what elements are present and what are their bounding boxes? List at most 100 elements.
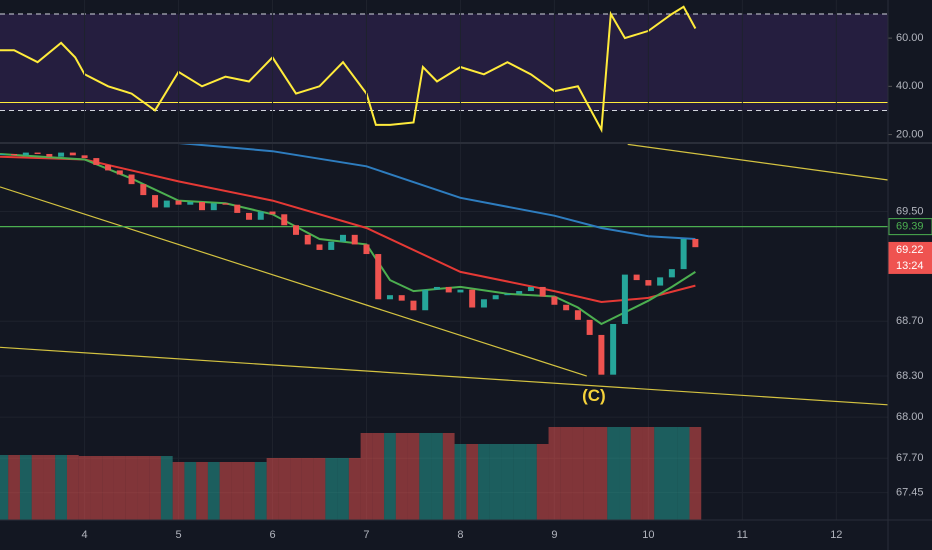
x-tick-label: 10 — [642, 529, 654, 541]
volume-bar — [8, 455, 20, 520]
volume-bar — [384, 433, 396, 520]
x-tick-label: 12 — [830, 529, 842, 541]
candle — [69, 152, 76, 156]
x-tick-label: 5 — [175, 529, 181, 541]
candle — [152, 195, 159, 208]
candle — [574, 310, 581, 320]
candle — [269, 211, 276, 215]
candle — [457, 289, 464, 293]
y-tick-label: 67.70 — [896, 452, 924, 464]
candle — [386, 295, 393, 300]
volume-bar — [325, 458, 338, 520]
volume-bar — [560, 427, 573, 520]
volume-bar — [419, 433, 432, 520]
volume-bar — [513, 444, 526, 520]
candle — [598, 334, 605, 375]
volume-bar — [607, 427, 620, 520]
volume-bar — [677, 427, 690, 520]
volume-bar — [642, 427, 655, 520]
candle — [563, 304, 570, 311]
candle — [187, 201, 194, 205]
candle — [668, 269, 675, 278]
x-tick-label: 9 — [551, 529, 557, 541]
volume-bar — [548, 427, 561, 520]
annotation: (C) — [582, 386, 606, 405]
volume-bar — [583, 427, 596, 520]
candle — [492, 295, 499, 300]
volume-bar — [501, 444, 514, 520]
y-tick-label: 68.00 — [896, 411, 924, 423]
volume-bar — [31, 455, 44, 520]
volume-bar — [90, 456, 103, 520]
x-tick-label: 4 — [82, 529, 88, 541]
volume-bar — [102, 456, 114, 520]
volume-bar — [184, 462, 197, 520]
volume-bar — [149, 456, 161, 520]
x-tick-label: 8 — [457, 529, 463, 541]
candle — [480, 299, 487, 308]
price-label: 69.39 — [896, 221, 924, 233]
candle — [351, 234, 358, 245]
volume-bar — [254, 462, 267, 520]
candle — [316, 244, 323, 250]
volume-bar — [160, 456, 173, 520]
volume-bar — [172, 462, 185, 520]
candle — [645, 280, 652, 286]
volume-bar — [348, 458, 361, 520]
volume-bar — [290, 458, 302, 520]
candle — [410, 300, 417, 311]
trendline — [0, 186, 587, 377]
candle — [0, 153, 6, 155]
countdown: 13:24 — [896, 260, 924, 272]
volume-bar — [619, 427, 631, 520]
candle — [175, 200, 182, 205]
candle — [22, 152, 29, 156]
volume-bar — [407, 433, 420, 520]
volume-bar — [43, 455, 56, 520]
volume-bar — [301, 458, 314, 520]
candle — [328, 241, 335, 250]
candle — [116, 170, 123, 175]
candle — [363, 244, 370, 255]
last-price: 69.22 — [896, 244, 924, 256]
candle — [422, 289, 429, 311]
volume-bar — [125, 456, 138, 520]
volume-bar — [395, 433, 408, 520]
candle — [551, 296, 558, 305]
y-tick-label: 69.50 — [896, 205, 924, 217]
volume-bar — [19, 455, 32, 520]
candle — [633, 274, 640, 281]
rsi-line — [0, 5, 697, 134]
volume-bar — [536, 444, 549, 520]
candle — [34, 152, 41, 154]
y-tick-label: 60.00 — [896, 32, 924, 44]
candle — [621, 274, 628, 324]
candle — [610, 323, 617, 375]
candle — [234, 204, 241, 213]
candle — [375, 254, 382, 300]
candle — [210, 203, 217, 211]
candle — [11, 153, 18, 156]
moving-average — [0, 155, 696, 304]
candle — [257, 211, 264, 220]
moving-average — [0, 153, 696, 326]
candle — [445, 286, 452, 293]
candle — [539, 286, 546, 297]
volume-bar — [243, 462, 255, 520]
volume-bar — [66, 455, 79, 520]
volume-bar — [196, 462, 208, 520]
y-tick-label: 20.00 — [896, 128, 924, 140]
x-tick-label: 6 — [269, 529, 275, 541]
candle — [527, 286, 534, 292]
volume-bar — [207, 462, 220, 520]
candle — [81, 155, 88, 159]
volume-bar — [372, 433, 385, 520]
candle — [246, 212, 253, 220]
candle — [199, 201, 206, 211]
volume-bar — [0, 455, 9, 520]
volume-bar — [595, 427, 608, 520]
volume-bar — [689, 427, 702, 520]
candle — [586, 319, 593, 335]
price-label-bg — [888, 218, 932, 236]
trendline — [627, 143, 889, 181]
